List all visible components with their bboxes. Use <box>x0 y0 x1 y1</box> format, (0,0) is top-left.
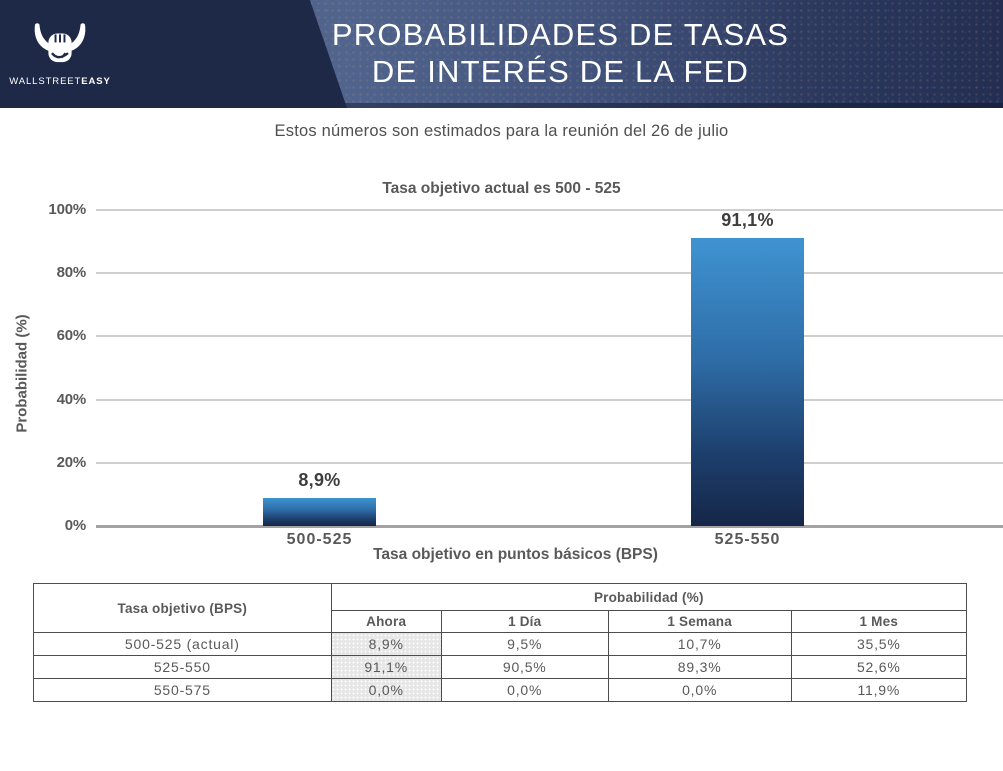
gridline <box>96 525 1003 528</box>
cell-1-mes: 35,5% <box>790 632 968 656</box>
subtitle-text: Estos números son estimados para la reun… <box>274 122 729 140</box>
bar-group-500-525: 8,9% <box>263 210 376 526</box>
y-tick-label: 80% <box>56 264 87 282</box>
cell-1-dia: 90,5% <box>440 655 609 679</box>
cell-1-semana: 89,3% <box>607 655 792 679</box>
col-header-ahora: Ahora <box>330 610 442 633</box>
table-row: 550-575 0,0% 0,0% 0,0% 11,9% <box>33 678 968 702</box>
brand-name-regular: WALLSTREET <box>9 76 82 87</box>
col-header-1-semana: 1 Semana <box>607 610 792 633</box>
bar-value-label: 91,1% <box>721 210 774 231</box>
x-category-500-525: 500-525 <box>286 531 353 548</box>
y-tick-label: 60% <box>56 327 87 345</box>
probability-table: Tasa objetivo (BPS) Probabilidad (%) Aho… <box>33 583 968 702</box>
cell-ahora: 91,1% <box>330 655 442 679</box>
y-tick-label: 40% <box>56 390 87 408</box>
gridline <box>96 461 1003 464</box>
brand-name-bold: EASY <box>81 76 111 87</box>
x-category-525-550: 525-550 <box>714 531 781 548</box>
gridline <box>96 272 1003 275</box>
col-header-tasa-objetivo: Tasa objetivo (BPS) <box>33 583 332 633</box>
gridline <box>96 398 1003 401</box>
page-title-line2: DE INTERÉS DE LA FED <box>371 54 750 89</box>
table-row: 500-525 (actual) 8,9% 9,5% 10,7% 35,5% <box>33 632 968 656</box>
header-banner: WALLSTREETEASY PROBABILIDADES DE TASAS D… <box>0 0 1003 108</box>
bar-value-label: 8,9% <box>298 469 341 490</box>
col-header-1-mes: 1 Mes <box>790 610 968 633</box>
y-tick-labels: 100% 80% 60% 40% 20% 0% <box>0 201 87 534</box>
bar-rect-525-550 <box>691 238 804 526</box>
cell-ahora: 0,0% <box>330 678 442 702</box>
table-header-row-group: Tasa objetivo (BPS) Probabilidad (%) <box>33 583 968 633</box>
page-title-line1: PROBABILIDADES DE TASAS <box>331 17 790 52</box>
cell-1-dia: 0,0% <box>440 678 609 702</box>
bar-group-525-550: 91,1% <box>691 210 804 526</box>
bar-chart-plot: 8,9% 91,1% <box>96 209 1003 528</box>
table-row: 525-550 91,1% 90,5% 89,3% 52,6% <box>33 655 968 679</box>
cell-range-label: 525-550 <box>33 655 332 679</box>
bull-fist-icon <box>34 23 86 63</box>
chart-title: Tasa objetivo actual es 500 - 525 <box>382 180 621 197</box>
bar-rect-500-525 <box>263 497 376 526</box>
col-header-1-dia: 1 Día <box>440 610 609 633</box>
col-header-probabilidad: Probabilidad (%) <box>330 583 968 611</box>
cell-1-semana: 10,7% <box>607 632 792 656</box>
brand-logo-block: WALLSTREETEASY <box>0 0 347 108</box>
cell-range-label: 550-575 <box>33 678 332 702</box>
cell-1-semana: 0,0% <box>607 678 792 702</box>
cell-1-dia: 9,5% <box>440 632 609 656</box>
page-title: PROBABILIDADES DE TASAS DE INTERÉS DE LA… <box>118 16 1003 90</box>
cell-range-label: 500-525 (actual) <box>33 632 332 656</box>
x-category-labels: 500-525 525-550 <box>0 531 1003 551</box>
gridline <box>96 335 1003 338</box>
x-axis-title: Tasa objetivo en puntos básicos (BPS) <box>373 546 658 563</box>
cell-1-mes: 52,6% <box>790 655 968 679</box>
brand-wordmark: WALLSTREETEASY <box>9 76 110 87</box>
cell-ahora: 8,9% <box>330 632 442 656</box>
cell-1-mes: 11,9% <box>790 678 968 702</box>
y-tick-label: 100% <box>48 201 86 219</box>
y-tick-label: 0% <box>64 517 86 535</box>
gridline <box>96 209 1003 211</box>
y-tick-label: 20% <box>56 453 87 471</box>
